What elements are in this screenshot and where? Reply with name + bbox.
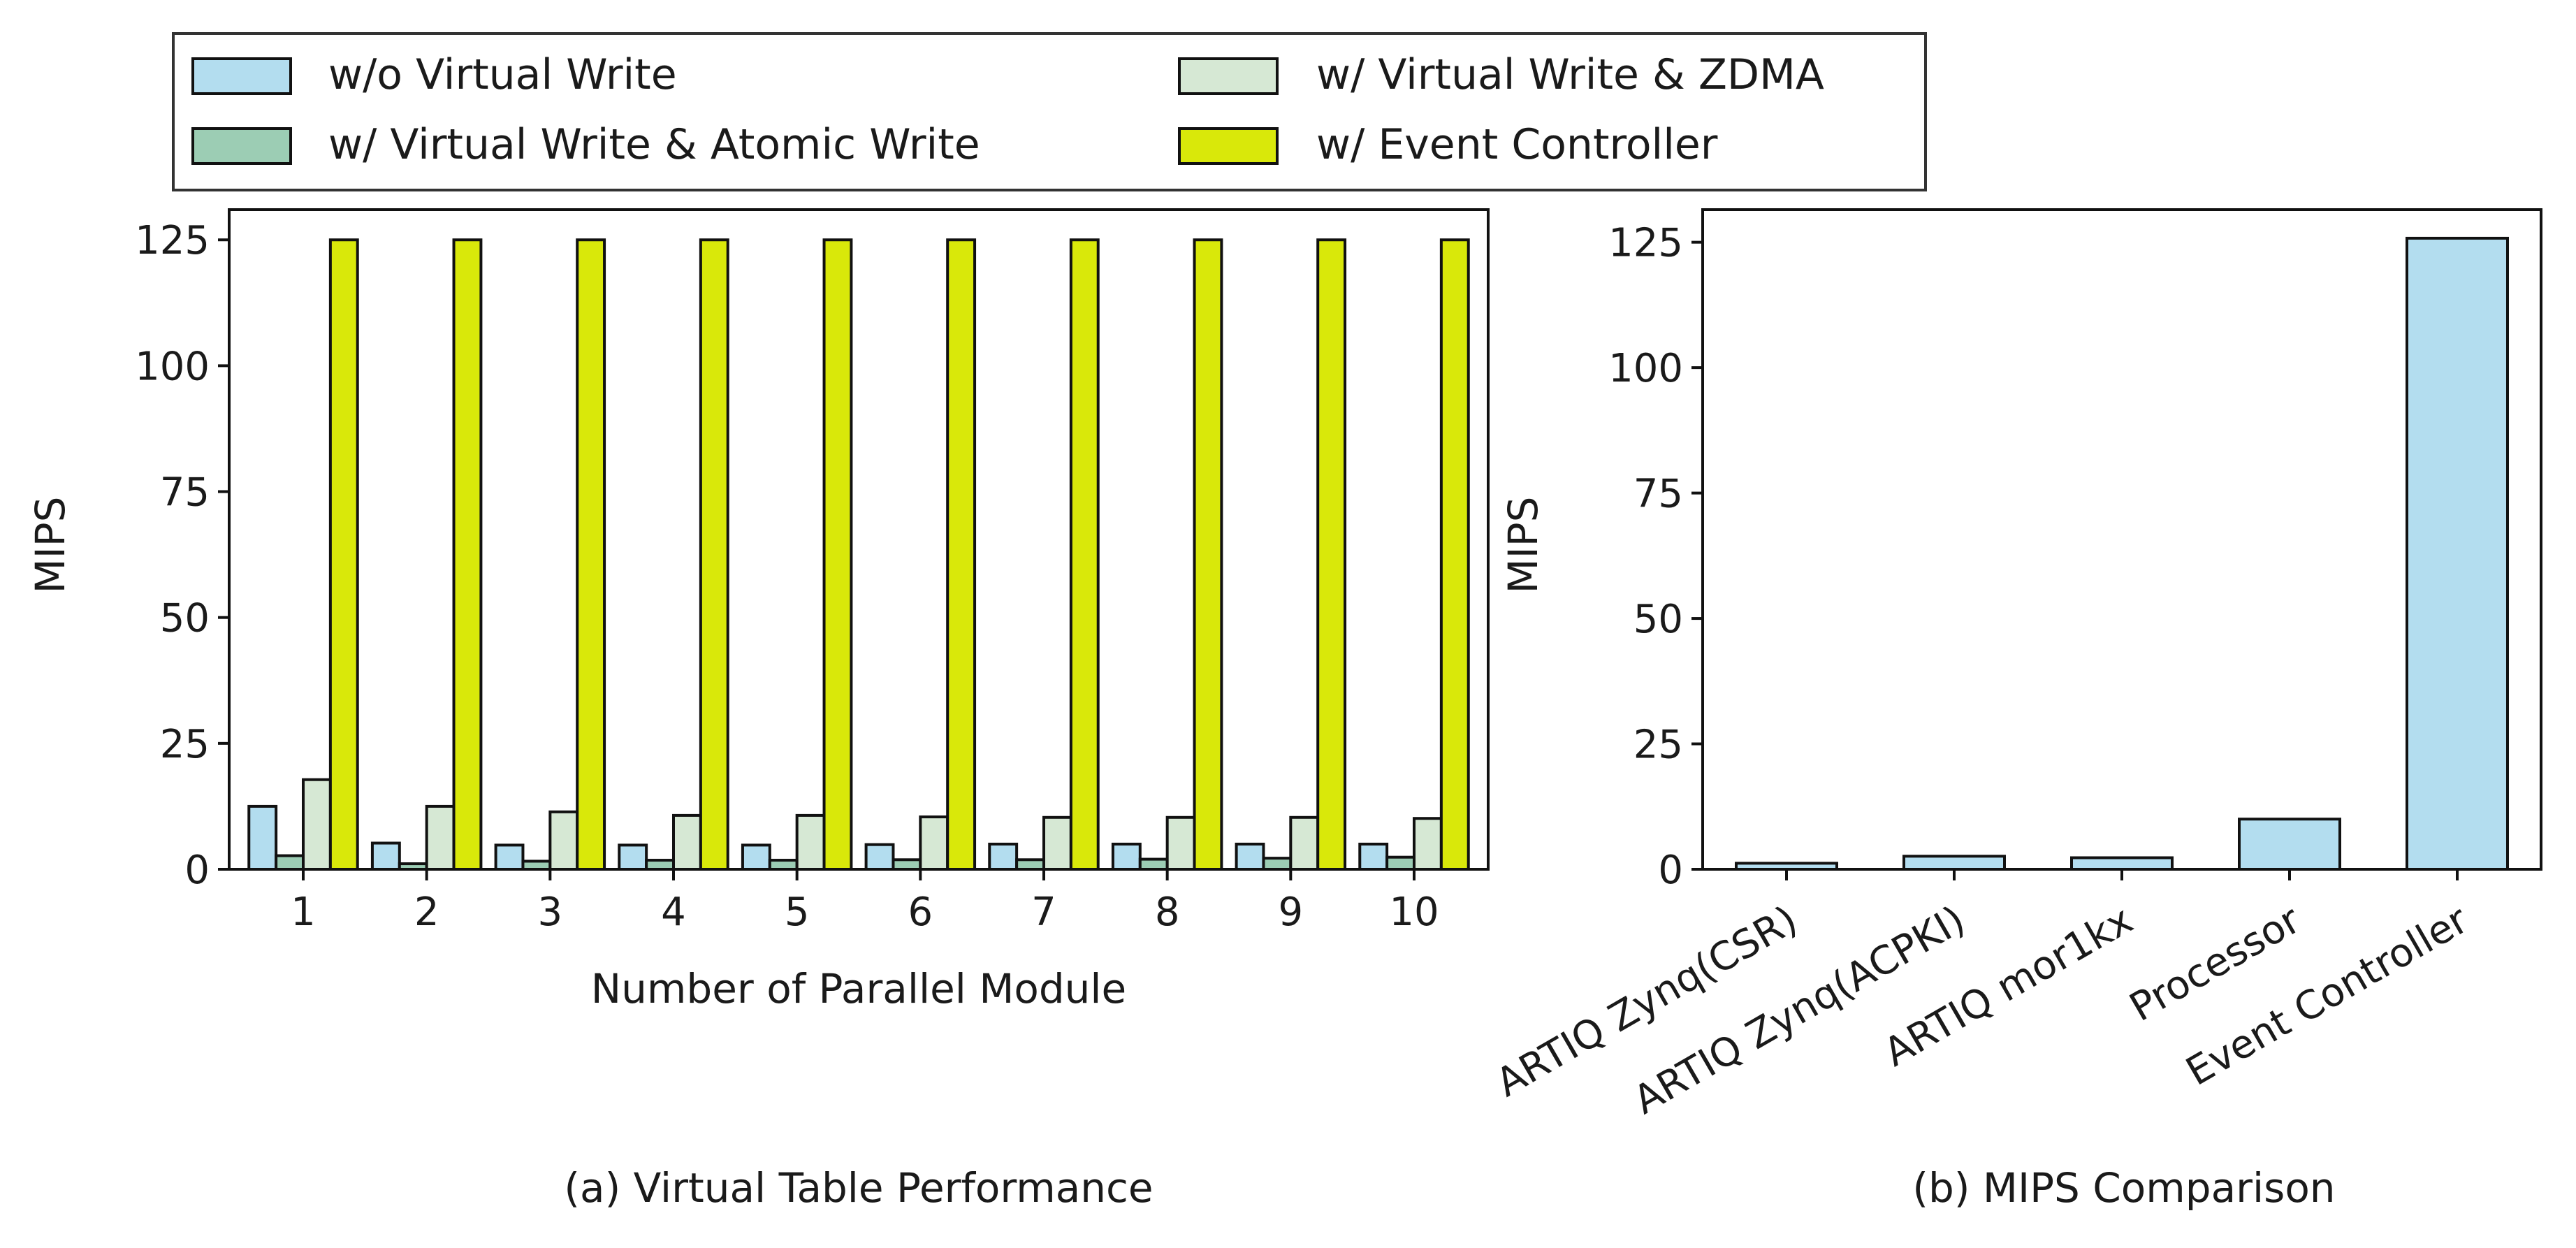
legend-label: w/o Virtual Write xyxy=(328,50,677,99)
y-tick-label: 0 xyxy=(1658,848,1683,893)
bar xyxy=(618,843,648,871)
chart-panel-b: 0 25 50 75 100 125 ARTIQ Zynq(CSR)ARTIQ Zynq(… xyxy=(1489,208,2542,1212)
bar xyxy=(576,238,606,871)
bar xyxy=(946,238,977,871)
bar xyxy=(1111,842,1142,871)
y-tick-label: 125 xyxy=(1608,221,1683,266)
bar xyxy=(370,841,401,871)
x-tick-label: 7 xyxy=(1031,890,1056,935)
plot-frame xyxy=(228,208,1490,871)
bar xyxy=(425,804,456,871)
y-tick-label: 50 xyxy=(1633,597,1683,642)
bar xyxy=(275,854,305,871)
bar xyxy=(548,810,579,871)
y-tick-label: 100 xyxy=(135,344,210,389)
y-tick-label: 125 xyxy=(135,218,210,263)
x-tick-label: 5 xyxy=(785,890,810,935)
bar xyxy=(2238,818,2341,871)
bar xyxy=(2406,236,2509,871)
bar xyxy=(1902,855,2006,871)
bar xyxy=(699,238,729,871)
bar xyxy=(741,843,771,871)
bar xyxy=(1385,855,1416,871)
chart-panel-a: 0 25 50 75 100 125 1 2 3 4 5 6 7 8 9 10 MIPS Number of… xyxy=(27,208,1490,1212)
x-axis-ticks: 1 2 3 4 5 6 7 8 9 10 xyxy=(291,869,1439,935)
legend-swatch xyxy=(191,57,292,95)
legend-label: w/ Event Controller xyxy=(1316,120,1718,169)
bar xyxy=(1316,238,1347,871)
x-tick-label: 9 xyxy=(1279,890,1304,935)
legend-entry: w/ Virtual Write & Atomic Write xyxy=(191,120,980,169)
bar xyxy=(1358,842,1389,871)
legend-swatch xyxy=(1178,127,1279,165)
bar xyxy=(1193,238,1223,871)
y-tick-label: 75 xyxy=(160,470,210,516)
y-tick-label: 50 xyxy=(160,596,210,641)
x-tick-label: 10 xyxy=(1389,890,1439,935)
bar xyxy=(452,238,483,871)
bar xyxy=(1138,857,1169,871)
bar xyxy=(2070,856,2174,871)
x-axis-label: Number of Parallel Module xyxy=(591,965,1126,1013)
bar xyxy=(672,813,702,871)
y-axis-ticks: 0 25 50 75 100 125 xyxy=(1608,221,1703,893)
y-tick-label: 25 xyxy=(1633,723,1683,768)
bar xyxy=(988,842,1019,871)
bar xyxy=(919,815,949,871)
x-axis-ticks: ARTIQ Zynq(CSR)ARTIQ Zynq(ACPKI)ARTIQ mo… xyxy=(1489,869,2476,1124)
bar xyxy=(1165,815,1196,871)
legend-swatch xyxy=(191,127,292,165)
bar xyxy=(494,843,525,871)
x-tick-label: 2 xyxy=(414,890,439,935)
x-tick-label: 3 xyxy=(538,890,563,935)
x-tick-label: Event Controller xyxy=(2178,897,2476,1095)
bar xyxy=(1413,817,1443,871)
legend-entry: w/ Event Controller xyxy=(1178,120,1718,169)
bar xyxy=(1235,842,1265,871)
bar xyxy=(1042,815,1072,871)
y-axis-label: MIPS xyxy=(1499,497,1547,594)
bar xyxy=(328,238,359,871)
bar xyxy=(1015,858,1045,871)
y-axis-label: MIPS xyxy=(27,497,74,594)
y-tick-label: 75 xyxy=(1633,472,1683,517)
x-tick-label: 8 xyxy=(1155,890,1180,935)
bar xyxy=(795,813,826,871)
legend-entry: w/o Virtual Write xyxy=(191,50,677,99)
bar xyxy=(1262,857,1293,871)
y-tick-label: 0 xyxy=(184,848,210,893)
x-tick-label: 6 xyxy=(908,890,933,935)
bars-group xyxy=(1735,236,2509,871)
bar xyxy=(1289,815,1320,871)
chart-caption: (a) Virtual Table Performance xyxy=(564,1164,1153,1212)
plot-frame xyxy=(1701,208,2542,871)
legend-label: w/ Virtual Write & Atomic Write xyxy=(328,120,980,169)
bar xyxy=(864,843,895,871)
legend-label: w/ Virtual Write & ZDMA xyxy=(1316,50,1824,99)
legend: w/o Virtual Write w/ Virtual Write & ZDM… xyxy=(172,32,1927,191)
chart-caption: (b) MIPS Comparison xyxy=(1912,1164,2335,1212)
legend-frame xyxy=(172,32,1927,191)
bars-group xyxy=(247,238,1470,871)
y-axis-ticks: 0 25 50 75 100 125 xyxy=(135,218,229,893)
x-tick-label: 1 xyxy=(291,890,316,935)
bar xyxy=(1069,238,1100,871)
bar xyxy=(892,858,922,871)
bar xyxy=(302,778,332,871)
bar xyxy=(822,238,853,871)
bar xyxy=(247,804,278,871)
y-tick-label: 25 xyxy=(160,722,210,767)
x-tick-label: 4 xyxy=(661,890,686,935)
bar xyxy=(1439,238,1470,871)
legend-swatch xyxy=(1178,57,1279,95)
legend-entry: w/ Virtual Write & ZDMA xyxy=(1178,50,1824,99)
y-tick-label: 100 xyxy=(1608,346,1683,391)
